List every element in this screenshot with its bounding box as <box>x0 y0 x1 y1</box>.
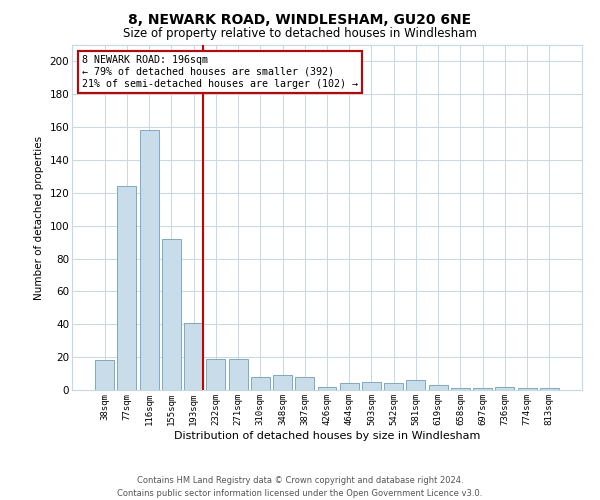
Bar <box>295 377 314 390</box>
Text: Contains HM Land Registry data © Crown copyright and database right 2024.
Contai: Contains HM Land Registry data © Crown c… <box>118 476 482 498</box>
Bar <box>162 239 181 390</box>
Bar <box>118 186 136 390</box>
Bar <box>229 359 248 390</box>
Bar <box>496 386 514 390</box>
Bar <box>451 388 470 390</box>
Bar <box>473 388 492 390</box>
Bar <box>184 322 203 390</box>
Bar <box>251 377 270 390</box>
Bar <box>429 385 448 390</box>
Bar <box>540 388 559 390</box>
Bar <box>406 380 425 390</box>
Bar <box>273 375 292 390</box>
X-axis label: Distribution of detached houses by size in Windlesham: Distribution of detached houses by size … <box>174 430 480 440</box>
Text: Size of property relative to detached houses in Windlesham: Size of property relative to detached ho… <box>123 28 477 40</box>
Bar <box>362 382 381 390</box>
Y-axis label: Number of detached properties: Number of detached properties <box>34 136 44 300</box>
Bar <box>140 130 158 390</box>
Bar <box>317 386 337 390</box>
Bar <box>206 359 225 390</box>
Bar <box>95 360 114 390</box>
Bar <box>384 384 403 390</box>
Bar <box>518 388 536 390</box>
Text: 8, NEWARK ROAD, WINDLESHAM, GU20 6NE: 8, NEWARK ROAD, WINDLESHAM, GU20 6NE <box>128 12 472 26</box>
Text: 8 NEWARK ROAD: 196sqm
← 79% of detached houses are smaller (392)
21% of semi-det: 8 NEWARK ROAD: 196sqm ← 79% of detached … <box>82 56 358 88</box>
Bar <box>340 384 359 390</box>
